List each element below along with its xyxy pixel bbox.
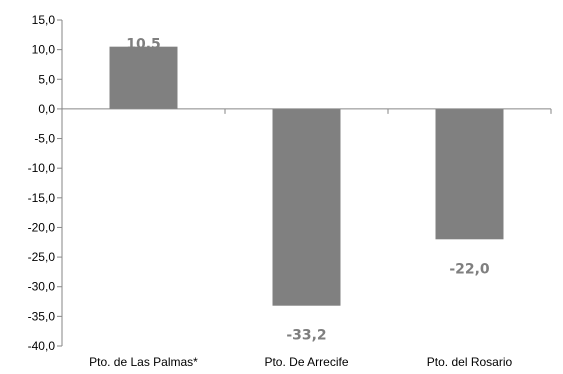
bar xyxy=(109,46,178,109)
bar xyxy=(272,108,341,306)
y-axis: 15,0 10,0 5,0 0,0 -5,0 -10,0 -15,0 -20,0 -25,0 -3… xyxy=(28,13,63,353)
data-labels: 10,5 -33,2 -22,0 xyxy=(126,37,490,344)
y-tick-label: 10,0 xyxy=(32,43,56,57)
y-tick-label: 0,0 xyxy=(38,102,55,116)
y-tick-label: 15,0 xyxy=(32,13,56,27)
y-tick-label: -25,0 xyxy=(28,250,56,264)
data-label: -33,2 xyxy=(286,328,326,344)
y-tick-label: -30,0 xyxy=(28,280,56,294)
y-tick-label: 5,0 xyxy=(38,72,55,86)
y-tick-label: -10,0 xyxy=(28,161,56,175)
y-tick-label: -40,0 xyxy=(28,339,56,353)
y-tick-label: -15,0 xyxy=(28,191,56,205)
bars xyxy=(109,46,504,306)
y-tick-label: -35,0 xyxy=(28,309,56,323)
data-label: 10,5 xyxy=(126,37,161,53)
bar xyxy=(435,108,504,240)
category-label: Pto. del Rosario xyxy=(427,355,513,369)
data-label: -22,0 xyxy=(449,261,490,277)
category-label: Pto. De Arrecife xyxy=(264,355,348,369)
category-label: Pto. de Las Palmas* xyxy=(89,355,198,369)
x-axis: Pto. de Las Palmas* Pto. De Arrecife Pto. … xyxy=(62,108,552,369)
y-tick-label: -5,0 xyxy=(34,132,55,146)
y-tick-label: -20,0 xyxy=(28,220,56,234)
